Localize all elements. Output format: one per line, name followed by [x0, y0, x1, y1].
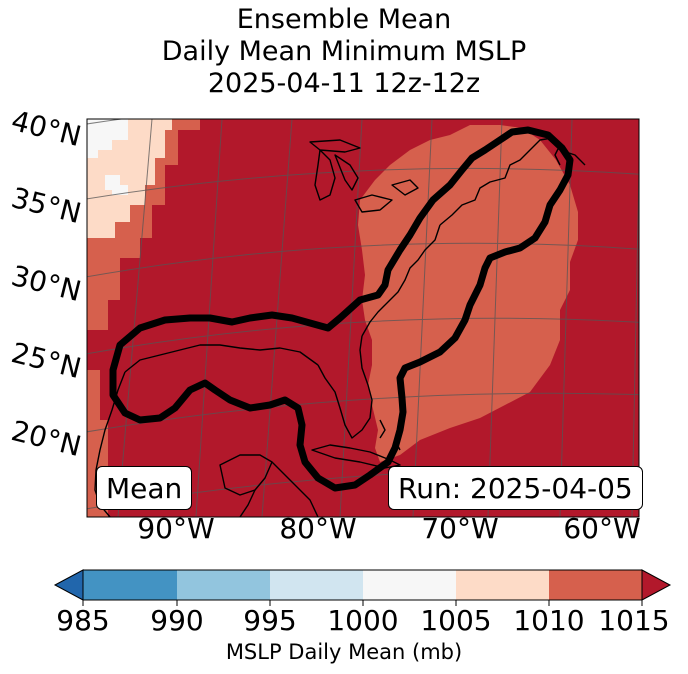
colorbar-bin-995-1000 [270, 570, 363, 600]
colorbar-bin-985-990 [83, 570, 177, 600]
colorbar-tick-1015: 1015 [598, 604, 670, 637]
colorbar-title: MSLP Daily Mean (mb) [225, 640, 463, 664]
lon-label-60w: 60°W [563, 512, 641, 545]
contour-outline [109, 126, 574, 492]
colorbar-tick-985: 985 [56, 604, 110, 637]
map-panel [87, 119, 639, 517]
title-line-1: Ensemble Mean [236, 4, 452, 35]
map-frame [86, 118, 640, 518]
lon-label-90w: 90°W [137, 512, 215, 545]
colorbar-bin-1005-1010 [456, 570, 549, 600]
colorbar-extend-high [641, 569, 672, 601]
colorbar-tick-990: 990 [150, 604, 204, 637]
colorbar-tick-1000: 1000 [327, 604, 399, 637]
colorbar-bin-990-995 [177, 570, 270, 600]
plot-title: Ensemble Mean Daily Mean Minimum MSLP 20… [0, 4, 688, 100]
lon-label-80w: 80°W [279, 512, 357, 545]
colorbar-extend-low [53, 569, 84, 601]
field-1000-patch [105, 175, 128, 195]
title-line-2: Daily Mean Minimum MSLP [161, 36, 527, 67]
lon-label-70w: 70°W [421, 512, 499, 545]
colorbar [53, 569, 672, 606]
run-date-box: Run: 2025-04-05 [388, 466, 643, 510]
colorbar-tick-1010: 1010 [513, 604, 585, 637]
field-1000-northwest [87, 119, 128, 158]
title-line-3: 2025-04-11 12z-12z [207, 68, 481, 99]
colorbar-bin-1000-1005 [363, 570, 456, 600]
colorbar-tick-995: 995 [243, 604, 297, 637]
colorbar-tick-1005: 1005 [420, 604, 492, 637]
mean-label-box: Mean [96, 466, 193, 510]
field-1010-plume [358, 125, 578, 462]
colorbar-bin-1010-1015 [549, 570, 642, 600]
